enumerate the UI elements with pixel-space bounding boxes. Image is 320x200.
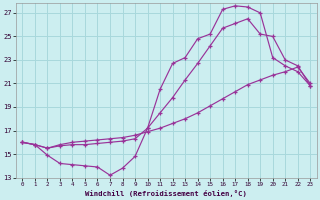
X-axis label: Windchill (Refroidissement éolien,°C): Windchill (Refroidissement éolien,°C) (85, 190, 247, 197)
